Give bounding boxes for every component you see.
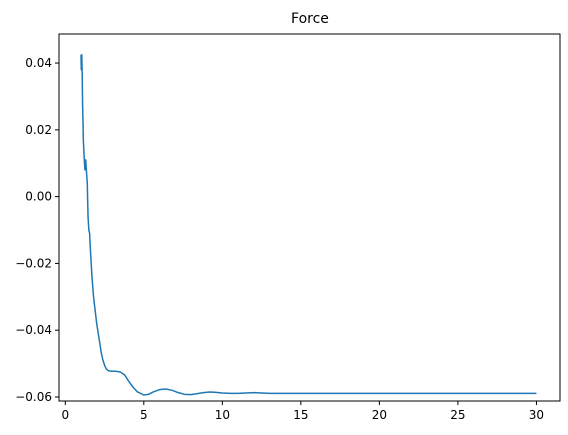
plot-frame [58, 33, 561, 402]
x-tick-label: 25 [450, 408, 465, 422]
y-tick-label: 0.04 [25, 56, 52, 70]
chart-title: Force [291, 11, 329, 27]
x-tick-label: 5 [140, 408, 148, 422]
x-axis: 0 5 10 15 20 25 30 [61, 401, 544, 422]
y-axis: 0.04 0.02 0.00 −0.02 −0.04 −0.06 [15, 56, 59, 404]
y-tick-label: −0.06 [15, 390, 52, 404]
plot-area [80, 53, 537, 396]
x-tick-label: 10 [215, 408, 230, 422]
y-tick-label: −0.04 [15, 323, 52, 337]
y-tick-label: 0.02 [25, 123, 52, 137]
x-tick-label: 15 [293, 408, 308, 422]
series-line-0 [80, 53, 537, 396]
x-tick-label: 0 [61, 408, 69, 422]
y-tick-label: −0.02 [15, 256, 52, 270]
x-tick-label: 20 [372, 408, 387, 422]
y-tick-label: 0.00 [25, 190, 52, 204]
x-tick-label: 30 [529, 408, 544, 422]
